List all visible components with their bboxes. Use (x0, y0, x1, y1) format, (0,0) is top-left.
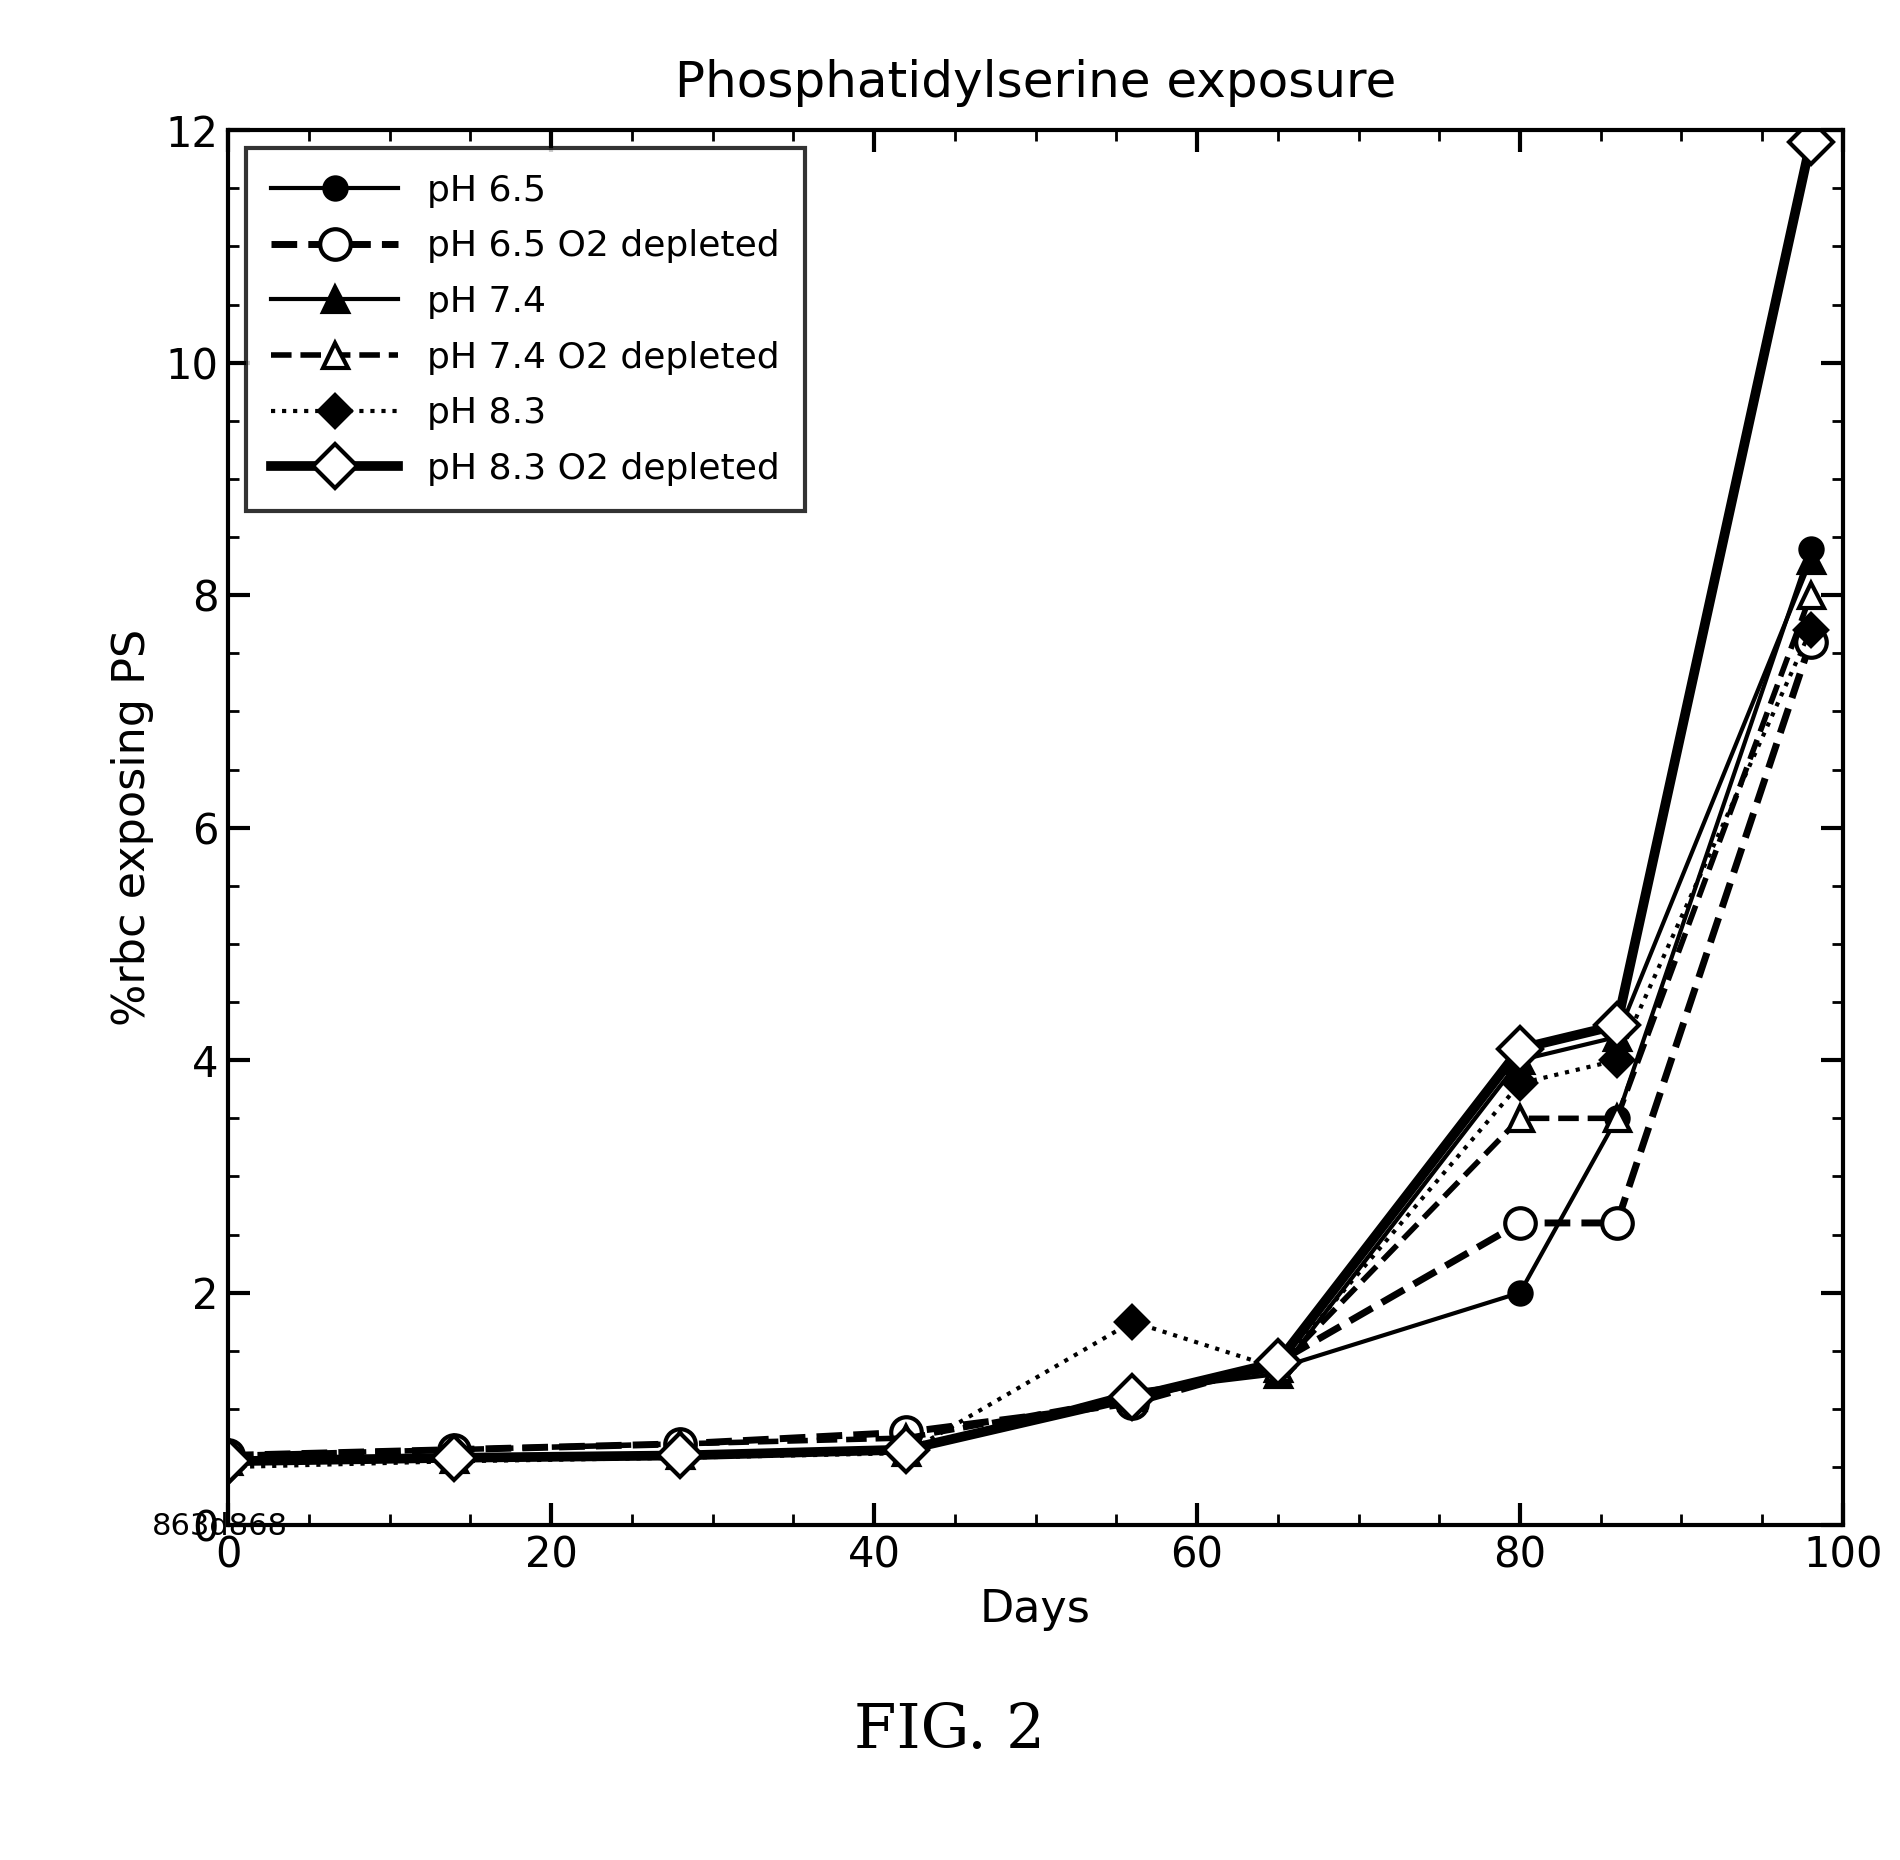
pH 6.5 O2 depleted (669, 1432, 692, 1455)
pH 8.3 O2 depleted (1121, 1386, 1144, 1408)
pH 6.5 O2 depleted (1799, 631, 1822, 653)
pH 7.4 O2 depleted (1265, 1358, 1288, 1380)
pH 6.5 O2 depleted (217, 1443, 239, 1466)
Title: Phosphatidylserine exposure: Phosphatidylserine exposure (674, 60, 1396, 106)
pH 7.4 (1606, 1027, 1628, 1049)
pH 7.4 (895, 1442, 918, 1464)
pH 7.4 (1265, 1363, 1288, 1386)
pH 8.3 O2 depleted (669, 1443, 692, 1466)
Line: pH 6.5: pH 6.5 (217, 538, 1822, 1473)
pH 6.5 (1606, 1107, 1628, 1129)
pH 7.4 O2 depleted (669, 1432, 692, 1455)
Line: pH 7.4 O2 depleted: pH 7.4 O2 depleted (215, 582, 1824, 1468)
pH 7.4 (217, 1451, 239, 1473)
Legend: pH 6.5, pH 6.5 O2 depleted, pH 7.4, pH 7.4 O2 depleted, pH 8.3, pH 8.3 O2 deplet: pH 6.5, pH 6.5 O2 depleted, pH 7.4, pH 7… (247, 149, 804, 512)
pH 6.5 O2 depleted (1121, 1391, 1144, 1414)
pH 7.4 O2 depleted (443, 1438, 466, 1460)
pH 8.3 (1121, 1311, 1144, 1334)
pH 6.5 (669, 1443, 692, 1466)
pH 7.4 O2 depleted (217, 1443, 239, 1466)
Line: pH 8.3 O2 depleted: pH 8.3 O2 depleted (213, 126, 1826, 1477)
pH 6.5 (1799, 538, 1822, 560)
X-axis label: Days: Days (980, 1588, 1091, 1631)
pH 6.5 (895, 1438, 918, 1460)
Text: FIG. 2: FIG. 2 (855, 1702, 1045, 1761)
pH 6.5 O2 depleted (895, 1421, 918, 1443)
pH 8.3 (1265, 1358, 1288, 1380)
pH 7.4 O2 depleted (1799, 584, 1822, 606)
pH 8.3 (669, 1447, 692, 1469)
pH 8.3 O2 depleted (217, 1451, 239, 1473)
pH 8.3 O2 depleted (895, 1438, 918, 1460)
pH 7.4 (1121, 1380, 1144, 1402)
pH 8.3 (217, 1456, 239, 1479)
pH 8.3 O2 depleted (1606, 1014, 1628, 1036)
Line: pH 6.5 O2 depleted: pH 6.5 O2 depleted (213, 627, 1826, 1471)
pH 8.3 (895, 1442, 918, 1464)
pH 7.4 O2 depleted (1606, 1107, 1628, 1129)
pH 7.4 O2 depleted (1121, 1386, 1144, 1408)
pH 6.5 (1121, 1386, 1144, 1408)
pH 6.5 (217, 1451, 239, 1473)
pH 7.4 O2 depleted (895, 1427, 918, 1449)
pH 6.5 O2 depleted (1265, 1350, 1288, 1373)
pH 7.4 O2 depleted (1509, 1107, 1531, 1129)
pH 7.4 (443, 1447, 466, 1469)
pH 8.3 O2 depleted (1799, 130, 1822, 153)
pH 8.3 (1606, 1049, 1628, 1071)
pH 6.5 O2 depleted (443, 1438, 466, 1460)
pH 6.5 (1509, 1282, 1531, 1304)
Line: pH 8.3: pH 8.3 (217, 619, 1822, 1479)
pH 8.3 (1509, 1071, 1531, 1094)
pH 8.3 O2 depleted (1509, 1038, 1531, 1060)
pH 8.3 (1799, 619, 1822, 642)
pH 6.5 (443, 1447, 466, 1469)
Line: pH 7.4: pH 7.4 (215, 549, 1824, 1473)
pH 6.5 O2 depleted (1606, 1213, 1628, 1235)
pH 7.4 (1509, 1049, 1531, 1071)
pH 7.4 (669, 1443, 692, 1466)
Text: 863d868: 863d868 (152, 1512, 289, 1540)
Y-axis label: %rbc exposing PS: %rbc exposing PS (112, 629, 154, 1027)
pH 8.3 (443, 1451, 466, 1473)
pH 6.5 (1265, 1358, 1288, 1380)
pH 7.4 (1799, 549, 1822, 571)
pH 8.3 O2 depleted (1265, 1350, 1288, 1373)
pH 8.3 O2 depleted (443, 1447, 466, 1469)
pH 6.5 O2 depleted (1509, 1213, 1531, 1235)
